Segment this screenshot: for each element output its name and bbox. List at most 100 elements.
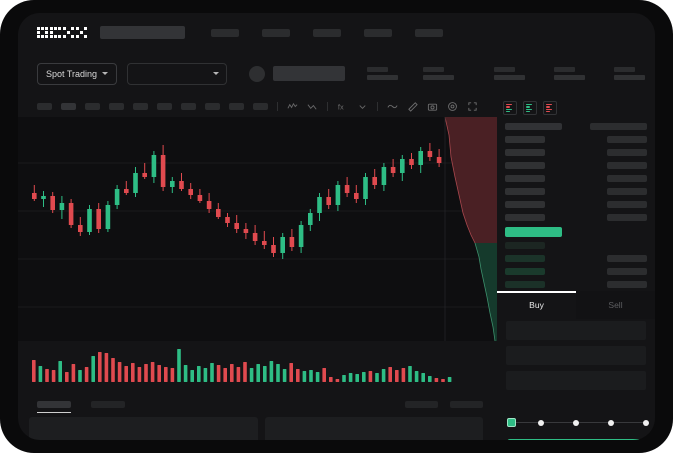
settings-icon[interactable]	[447, 101, 458, 112]
tab-sell[interactable]: Sell	[576, 291, 655, 319]
bottom-action-1[interactable]	[405, 400, 438, 408]
candlestick-chart	[18, 143, 497, 308]
orderbook-bid-row[interactable]	[505, 242, 545, 249]
orderbook-ask-amount[interactable]	[607, 201, 647, 208]
nav-item-2[interactable]	[262, 28, 290, 37]
orderbook-ask-amount[interactable]	[607, 214, 647, 221]
orderbook-bid-amount[interactable]	[607, 268, 647, 275]
svg-text:fx: fx	[338, 102, 344, 111]
amount-field[interactable]	[506, 346, 646, 365]
slider-step-dot[interactable]	[538, 419, 544, 426]
orderbook-header-right[interactable]	[590, 123, 647, 130]
orderbook-header-left[interactable]	[505, 123, 562, 130]
price-field[interactable]	[506, 321, 646, 340]
toolbar-button-4[interactable]	[109, 102, 124, 110]
slider-step-dot[interactable]	[608, 419, 614, 426]
nav-item-5[interactable]	[415, 28, 443, 37]
chevron-down-icon	[102, 72, 109, 75]
slider-step-dot[interactable]	[573, 419, 579, 426]
toolbar-button-9[interactable]	[229, 102, 244, 110]
bottom-action-2[interactable]	[450, 400, 483, 408]
fullscreen-icon[interactable]	[467, 101, 478, 112]
indicator-icon[interactable]: fx	[337, 101, 348, 112]
slider-step-dot[interactable]	[643, 419, 649, 426]
orderbook-bid-row[interactable]	[505, 268, 545, 275]
nav-item-4[interactable]	[364, 28, 392, 37]
ticker-stats-extra	[494, 67, 646, 80]
toolbar-button-5[interactable]	[133, 102, 148, 110]
submit-order-button[interactable]	[507, 439, 655, 440]
toolbar-button-2[interactable]	[61, 102, 76, 110]
orderbook-mode-asks[interactable]	[543, 101, 557, 115]
ticker-stats	[367, 67, 455, 80]
top-navigation-bar	[18, 13, 655, 52]
pair-select-dropdown[interactable]	[127, 62, 228, 85]
ticker-stat	[554, 67, 586, 80]
nav-item-3[interactable]	[313, 28, 341, 37]
orderbook-ask-amount[interactable]	[607, 136, 647, 143]
tab-open-orders[interactable]	[37, 400, 71, 413]
app-screen: Spot Trading	[18, 13, 655, 440]
market-subheader: Spot Trading	[18, 52, 655, 95]
volume-histogram-panel	[18, 341, 497, 391]
orderbook-ask-amount[interactable]	[607, 149, 647, 156]
okx-logo-icon[interactable]	[37, 27, 87, 38]
nav-items	[211, 28, 443, 37]
search-input[interactable]	[100, 26, 185, 39]
toolbar-button-7[interactable]	[181, 102, 196, 110]
camera-icon[interactable]	[427, 101, 438, 112]
toolbar-button-8[interactable]	[205, 102, 220, 110]
volume-chart	[32, 349, 452, 382]
toolbar-button-6[interactable]	[157, 102, 172, 110]
wave-icon[interactable]	[387, 101, 398, 112]
ticker-stat	[494, 67, 526, 80]
orderbook-bid-row[interactable]	[505, 255, 545, 262]
orderbook-ask-row[interactable]	[505, 149, 545, 156]
line-chart-icon[interactable]	[287, 101, 298, 112]
orderbook-bid-amount[interactable]	[607, 255, 647, 262]
market-type-dropdown[interactable]: Spot Trading	[37, 62, 118, 85]
orderbook-ask-amount[interactable]	[607, 162, 647, 169]
market-depth-overlay	[444, 117, 497, 341]
bottom-tab-actions	[405, 400, 483, 408]
bottom-content-panels	[18, 417, 655, 440]
order-form-fields	[497, 321, 655, 396]
toolbar-button-10[interactable]	[253, 102, 268, 110]
orderbook-mode-both[interactable]	[503, 101, 517, 115]
orderbook-ask-amount[interactable]	[607, 175, 647, 182]
tab-positions[interactable]	[91, 400, 125, 408]
bottom-tab-bar	[18, 393, 497, 415]
orderbook-mode-bids[interactable]	[523, 101, 537, 115]
orderbook-rows[interactable]	[497, 121, 655, 288]
toolbar-button-1[interactable]	[37, 102, 52, 110]
toolbar-divider	[377, 101, 378, 111]
nav-item-1[interactable]	[211, 28, 239, 37]
orderbook-ask-row[interactable]	[505, 214, 545, 221]
orderbook-bid-row[interactable]	[505, 281, 545, 288]
orderbook-highlight-row[interactable]	[505, 227, 562, 237]
orders-table-panel[interactable]	[29, 417, 258, 440]
trend-down-icon[interactable]	[307, 101, 318, 112]
toolbar-button-3[interactable]	[85, 102, 100, 110]
orderbook-ask-row[interactable]	[505, 201, 545, 208]
toolbar-divider	[327, 101, 328, 111]
amount-slider[interactable]	[507, 417, 649, 429]
ruler-icon[interactable]	[407, 101, 418, 112]
tab-buy[interactable]: Buy	[497, 291, 576, 319]
candlestick-chart-panel[interactable]	[18, 117, 497, 341]
orderbook-ask-row[interactable]	[505, 188, 545, 195]
chart-toolbar: fx	[18, 95, 497, 117]
orderbook-ask-row[interactable]	[505, 175, 545, 182]
orderbook-bid-amount[interactable]	[607, 281, 647, 288]
order-form-tabs: Buy Sell	[497, 291, 655, 319]
orderbook-ask-row[interactable]	[505, 162, 545, 169]
slider-handle[interactable]	[507, 418, 516, 427]
chevron-down-icon[interactable]	[357, 101, 368, 112]
orderbook-ask-amount[interactable]	[607, 188, 647, 195]
total-field[interactable]	[506, 371, 646, 390]
active-tab-underline	[37, 411, 71, 413]
assets-panel[interactable]	[265, 417, 483, 440]
orderbook-ask-row[interactable]	[505, 136, 545, 143]
orderbook-sidebar: Buy Sell	[497, 95, 655, 440]
